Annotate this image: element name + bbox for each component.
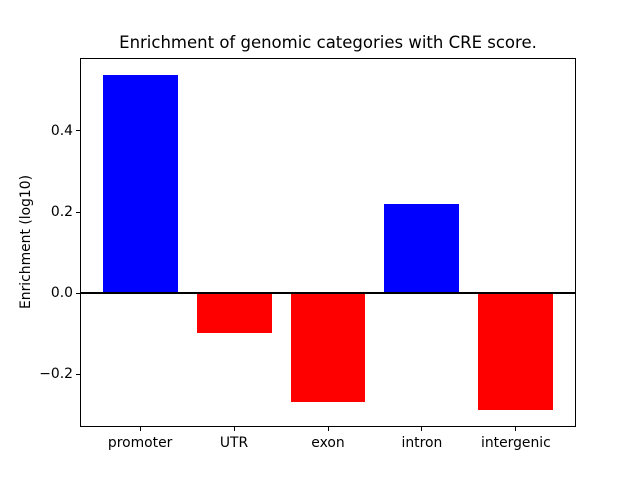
bar-intron: [384, 204, 459, 293]
zero-line: [81, 291, 575, 294]
bar-intergenic: [477, 292, 553, 410]
y-tick-label: 0.0: [50, 285, 73, 302]
plot-area: [80, 58, 576, 427]
x-tick-mark: [327, 427, 329, 431]
y-tick-label: 0.2: [50, 204, 73, 221]
y-tick-label: 0.4: [50, 122, 73, 139]
bar-exon: [290, 292, 366, 402]
y-tick-mark: [76, 211, 80, 213]
x-tick-mark: [139, 427, 141, 431]
y-tick-mark: [76, 292, 80, 294]
chart-title: Enrichment of genomic categories with CR…: [119, 33, 537, 52]
x-tick-mark: [421, 427, 423, 431]
x-tick-label-UTR: UTR: [219, 435, 249, 451]
bar-promoter: [103, 75, 179, 293]
bar-UTR: [197, 292, 272, 334]
x-tick-label-intron: intron: [401, 435, 443, 451]
y-tick-label: −0.2: [39, 366, 73, 383]
x-tick-mark: [233, 427, 235, 431]
x-tick-mark: [515, 427, 517, 431]
y-tick-mark: [76, 130, 80, 132]
x-tick-label-promoter: promoter: [107, 435, 173, 451]
y-tick-mark: [76, 373, 80, 375]
x-tick-label-intergenic: intergenic: [480, 435, 551, 451]
x-tick-label-exon: exon: [311, 435, 345, 451]
